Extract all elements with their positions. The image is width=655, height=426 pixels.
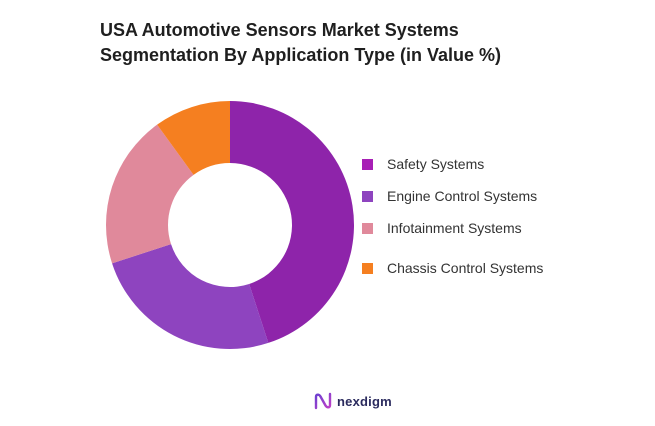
legend-swatch-infotainment-systems xyxy=(362,222,373,234)
brand-name: nexdigm xyxy=(337,393,392,409)
chart-title: USA Automotive Sensors Market Systems Se… xyxy=(100,18,620,68)
legend-swatch-safety-systems xyxy=(362,158,373,170)
chart-title-line-1: USA Automotive Sensors Market Systems xyxy=(100,20,459,40)
chart-legend: Safety Systems Engine Control Systems In… xyxy=(362,155,543,277)
legend-label-infotainment-systems: Infotainment Systems xyxy=(387,220,522,236)
legend-label-engine-control-systems: Engine Control Systems xyxy=(387,188,538,204)
legend-label-safety-systems: Safety Systems xyxy=(387,156,485,172)
brand-logo: nexdigm xyxy=(313,391,392,411)
legend-label-chassis-control-systems: Chassis Control Systems xyxy=(387,260,544,276)
chart-title-line-2: Segmentation By Application Type (in Val… xyxy=(100,45,502,65)
legend-item-infotainment-systems: Infotainment Systems xyxy=(362,219,543,237)
legend-swatch-engine-control-systems xyxy=(362,190,373,202)
donut-slice-safety-systems xyxy=(230,101,355,343)
donut-slice-chassis-control-systems xyxy=(157,101,230,175)
legend-swatch-chassis-control-systems xyxy=(362,262,373,274)
donut-slice-engine-control-systems xyxy=(112,244,269,349)
legend-item-engine-control-systems: Engine Control Systems xyxy=(362,187,543,205)
donut-slice-infotainment-systems xyxy=(106,124,194,264)
nexdigm-n-icon xyxy=(314,392,332,410)
legend-item-chassis-control-systems: Chassis Control Systems xyxy=(362,259,543,277)
legend-item-safety-systems: Safety Systems xyxy=(362,155,543,173)
donut-chart xyxy=(106,101,355,349)
